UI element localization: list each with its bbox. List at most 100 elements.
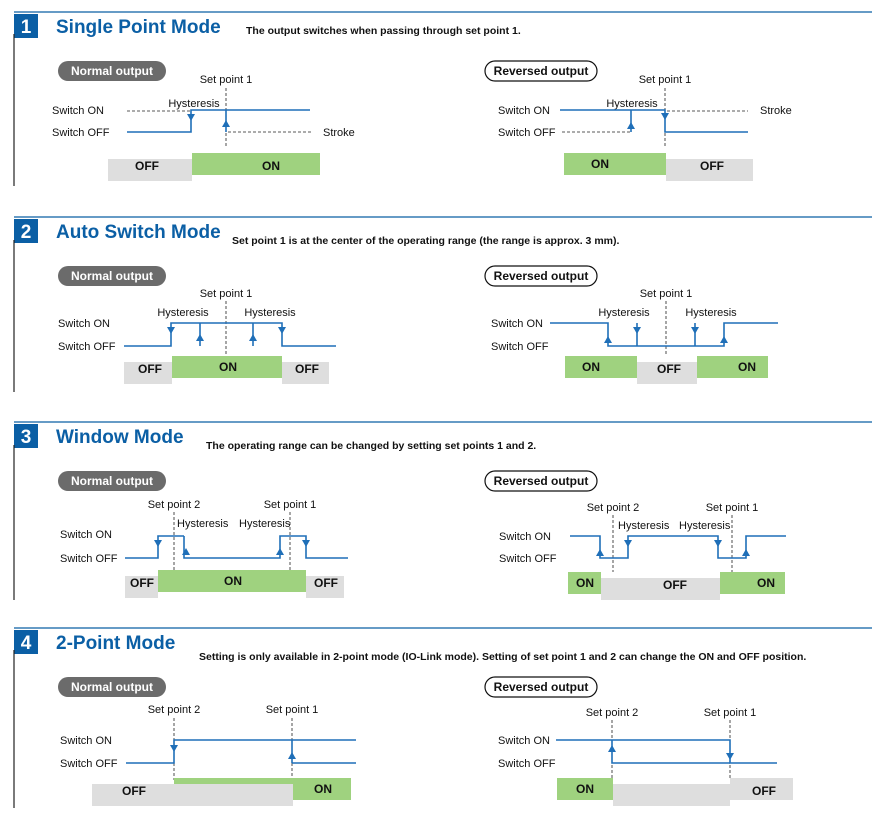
section-title: Auto Switch Mode [56,222,221,243]
output-line [127,109,310,133]
on-label: ON [591,157,609,171]
pill-background [484,470,598,492]
off-segment [282,362,329,384]
section-2-header: 2 Auto Switch Mode Set point 1 is at the c… [14,216,872,247]
normal-output-pill: Normal output [58,471,166,491]
on-label: ON [314,782,332,796]
switch-off-label: Switch OFF [58,341,116,353]
output-line [183,535,348,559]
on-segment [568,572,601,594]
hysteresis-label: Hysteresis [157,307,209,319]
switch-on-label: Switch ON [498,105,550,117]
turn-off-arrow [222,120,230,127]
off-segment [92,784,174,806]
section-2-reversed: Reversed output Set point 1 Hysteresis Hyst… [484,265,778,384]
turn-on-arrow [661,113,669,120]
turn-off-arrow [288,752,296,759]
pill-label: Normal output [71,64,153,78]
output-band [124,356,329,384]
turn-on-arrow [633,327,641,334]
output-band [568,572,785,600]
reversed-output-pill: Reversed output [484,60,598,82]
set-point-1-label: Set point 1 [639,74,692,86]
set-point-2-label: Set point 2 [586,707,639,719]
pill-label: Reversed output [494,64,589,78]
turn-off-arrow [276,548,284,555]
section-description: The output switches when passing through… [246,25,521,37]
turn-on-arrow [624,540,632,547]
turn-on-arrow [278,327,286,334]
on-segment [158,570,306,592]
off-label: OFF [314,576,338,590]
turn-off-arrow [742,549,750,556]
hysteresis-label: Hysteresis [168,98,220,110]
set-point-1-label: Set point 1 [200,74,253,86]
set-point-1-label: Set point 1 [264,499,317,511]
section-2-normal: Normal output Set point 1 Hysteresis Hyster… [58,266,336,384]
turn-on-arrow [302,540,310,547]
on-label: ON [582,360,600,374]
hysteresis-label: Hysteresis [598,307,650,319]
hysteresis-label: Hysteresis [618,520,670,532]
normal-output-pill: Normal output [58,61,166,81]
off-segment [637,362,697,384]
turn-off-arrow [627,122,635,129]
output-line [124,322,336,347]
normal-output-pill: Normal output [58,677,166,697]
off-segment [174,784,293,806]
switch-on-label: Switch ON [58,318,110,330]
switch-on-label: Switch ON [491,318,543,330]
normal-output-pill: Normal output [58,266,166,286]
output-line [560,109,748,133]
section-number-box [14,219,38,243]
section-3-reversed: Reversed output Set point 2 Set point 1 Hys… [484,470,786,600]
set-point-1-label: Set point 1 [704,707,757,719]
hysteresis-label: Hysteresis [177,518,229,530]
stroke-label: Stroke [323,127,355,139]
pill-background [58,471,166,491]
turn-off-arrow [249,334,257,341]
off-label: OFF [752,784,776,798]
turn-on-arrow [691,327,699,334]
section-1-reversed: Reversed output Set point 1 Hysteresis Swit… [484,60,792,181]
section-number-box [14,424,38,448]
switch-off-label: Switch OFF [499,553,557,565]
section-description: Setting is only available in 2-point mod… [199,651,806,663]
switch-off-label: Switch OFF [498,127,556,139]
pill-background [484,676,598,698]
set-point-1-label: Set point 1 [706,502,759,514]
output-line [125,535,184,559]
section-3-normal: Normal output Set point 2 Set point 1 Hyste… [58,471,348,598]
set-point-2-label: Set point 2 [148,704,201,716]
turn-off-arrow [196,334,204,341]
output-line [611,740,730,764]
turn-on-arrow [170,745,178,752]
on-label: ON [262,159,280,173]
turn-off-arrow [720,336,728,343]
off-segment [306,576,344,598]
on-label: ON [224,574,242,588]
on-label: ON [576,782,594,796]
section-4-header: 4 2-Point Mode Setting is only available i… [14,627,872,663]
set-point-2-label: Set point 2 [587,502,640,514]
output-band [565,356,768,384]
switch-on-label: Switch ON [498,735,550,747]
switch-off-label: Switch OFF [491,341,549,353]
off-label: OFF [135,159,159,173]
on-segment [192,153,320,175]
on-segment [564,153,666,175]
on-segment [557,778,613,800]
section-4-reversed: Reversed output Set point 2 Set point 1 Swi… [484,676,793,806]
section-number: 1 [21,17,32,38]
on-segment [172,356,282,378]
pill-background [58,266,166,286]
section-description: Set point 1 is at the center of the oper… [232,235,619,247]
section-title: 2-Point Mode [56,633,175,654]
stroke-label: Stroke [760,105,792,117]
off-segment [125,576,158,598]
on-label: ON [219,360,237,374]
output-line [556,739,777,764]
pill-background [484,60,598,82]
pill-background [58,677,166,697]
section-number-box [14,630,38,654]
